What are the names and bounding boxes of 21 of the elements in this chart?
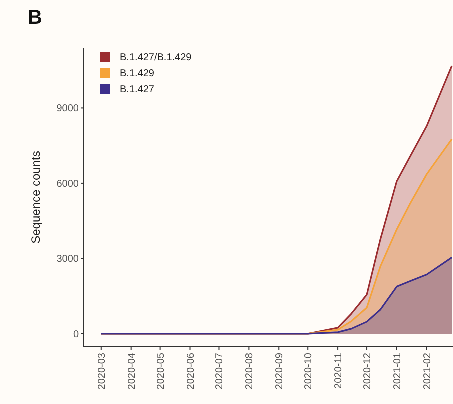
x-tick-label: 2020-05 bbox=[156, 352, 167, 390]
x-tick-label: 2020-08 bbox=[244, 352, 256, 390]
x-tick-label: 2020-04 bbox=[126, 352, 138, 390]
x-tick-label: 2020-09 bbox=[274, 352, 286, 390]
legend-label: B.1.427 bbox=[120, 84, 155, 96]
x-tick-label: 2021-01 bbox=[392, 352, 404, 390]
chart-title: B bbox=[28, 7, 42, 29]
x-tick-label: 2020-11 bbox=[334, 352, 345, 389]
x-tick-label: 2021-02 bbox=[422, 352, 434, 390]
x-tick-label: 2020-12 bbox=[362, 352, 374, 390]
y-axis-title: Sequence counts bbox=[29, 151, 43, 244]
x-tick-label: 2020-07 bbox=[214, 352, 226, 390]
legend-label: B.1.427/B.1.429 bbox=[120, 52, 192, 64]
x-tick-label: 2020-10 bbox=[304, 352, 315, 390]
y-tick-label: 6000 bbox=[56, 178, 80, 190]
y-tick-label: 0 bbox=[73, 329, 80, 340]
x-tick-label: 2020-03 bbox=[96, 352, 108, 390]
y-tick-label: 3000 bbox=[56, 254, 80, 266]
legend-label: B.1.429 bbox=[120, 68, 155, 80]
y-tick-label: 9000 bbox=[56, 104, 80, 115]
x-tick-label: 2020-06 bbox=[186, 352, 197, 390]
